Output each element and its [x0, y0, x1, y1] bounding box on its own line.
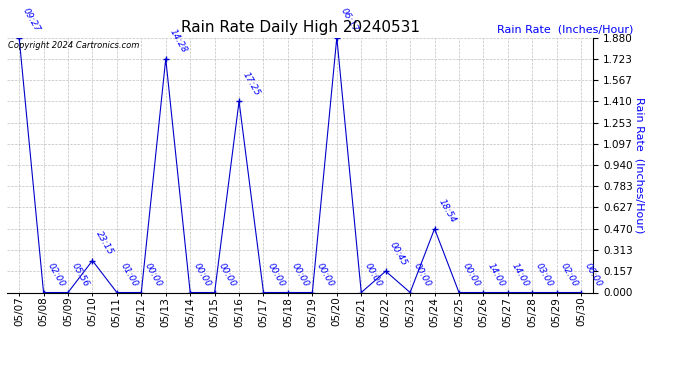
Text: 06:00: 06:00: [583, 261, 604, 288]
Text: 01:00: 01:00: [119, 261, 139, 288]
Text: 00:00: 00:00: [144, 261, 164, 288]
Text: 14:28: 14:28: [168, 28, 188, 55]
Text: 02:00: 02:00: [559, 261, 580, 288]
Text: 14:00: 14:00: [485, 261, 506, 288]
Text: 00:45: 00:45: [388, 240, 408, 267]
Text: 14:00: 14:00: [510, 261, 531, 288]
Text: 09:27: 09:27: [21, 6, 42, 33]
Text: 00:00: 00:00: [412, 261, 433, 288]
Text: 02:00: 02:00: [46, 261, 66, 288]
Text: 23:15: 23:15: [95, 230, 115, 256]
Text: 05:56: 05:56: [70, 261, 91, 288]
Text: 03:00: 03:00: [534, 261, 555, 288]
Y-axis label: Rain Rate  (Inches/Hour): Rain Rate (Inches/Hour): [634, 97, 644, 233]
Text: 00:00: 00:00: [192, 261, 213, 288]
Text: Copyright 2024 Cartronics.com: Copyright 2024 Cartronics.com: [8, 41, 139, 50]
Text: 00:00: 00:00: [363, 261, 384, 288]
Title: Rain Rate Daily High 20240531: Rain Rate Daily High 20240531: [181, 20, 420, 35]
Text: 06:17: 06:17: [339, 6, 359, 33]
Text: Rain Rate  (Inches/Hour): Rain Rate (Inches/Hour): [497, 24, 633, 34]
Text: 00:00: 00:00: [217, 261, 237, 288]
Text: 00:00: 00:00: [290, 261, 310, 288]
Text: 18:54: 18:54: [437, 198, 457, 225]
Text: 00:00: 00:00: [461, 261, 482, 288]
Text: 00:00: 00:00: [315, 261, 335, 288]
Text: 17:25: 17:25: [241, 70, 262, 97]
Text: 00:00: 00:00: [266, 261, 286, 288]
